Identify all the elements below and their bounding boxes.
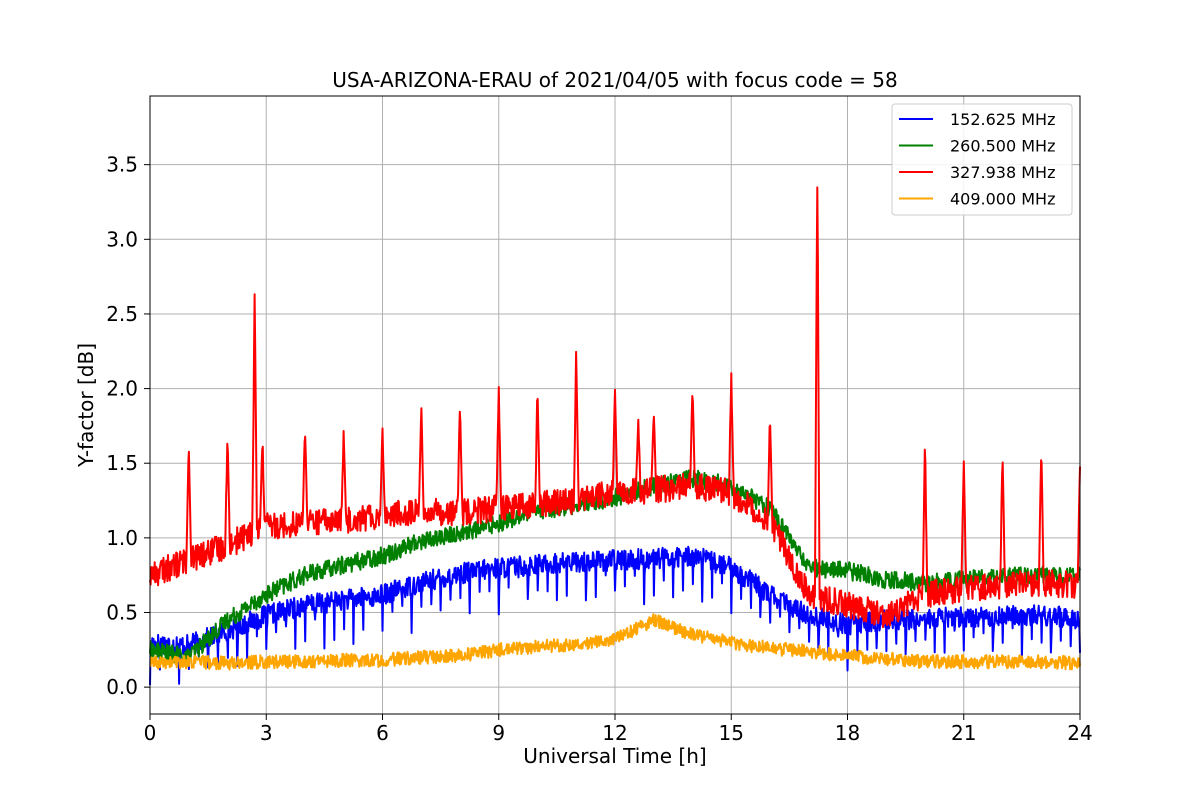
x-tick-label: 18 <box>835 721 860 745</box>
x-axis-ticks: 0 3 6 9 12 15 18 21 24 <box>144 714 1093 745</box>
series-line-3 <box>149 613 1081 671</box>
y-axis-label: Y-factor [dB] <box>74 343 98 468</box>
y-tick-label: 1.5 <box>106 451 138 475</box>
legend-label: 409.000 MHz <box>950 190 1055 209</box>
x-tick-label: 9 <box>492 721 505 745</box>
x-tick-label: 12 <box>602 721 627 745</box>
chart-title: USA-ARIZONA-ERAU of 2021/04/05 with focu… <box>332 68 897 92</box>
legend-label: 327.938 MHz <box>950 163 1055 182</box>
x-tick-label: 24 <box>1067 721 1092 745</box>
series-line-0 <box>149 545 1081 686</box>
series-line-1 <box>149 469 1081 667</box>
x-tick-label: 21 <box>951 721 976 745</box>
y-tick-label: 3.0 <box>106 227 138 251</box>
y-tick-label: 1.0 <box>106 526 138 550</box>
legend: 152.625 MHz 260.500 MHz 327.938 MHz 409.000… <box>891 103 1073 216</box>
y-tick-label: 2.5 <box>106 302 138 326</box>
series-line-2 <box>149 186 1081 629</box>
legend-box <box>891 103 1073 216</box>
legend-label: 152.625 MHz <box>950 110 1055 129</box>
y-tick-label: 0.5 <box>106 600 138 624</box>
x-axis-label: Universal Time [h] <box>523 744 706 768</box>
x-tick-label: 3 <box>260 721 273 745</box>
legend-label: 260.500 MHz <box>950 137 1055 156</box>
y-tick-label: 0.0 <box>106 675 138 699</box>
x-tick-label: 0 <box>144 721 157 745</box>
plot-series <box>149 186 1081 686</box>
y-tick-label: 2.0 <box>106 377 138 401</box>
y-axis-ticks: 0.0 0.5 1.0 1.5 2.0 2.5 3.0 3.5 <box>106 153 150 699</box>
x-tick-label: 15 <box>719 721 744 745</box>
y-tick-label: 3.5 <box>106 153 138 177</box>
x-tick-label: 6 <box>376 721 389 745</box>
